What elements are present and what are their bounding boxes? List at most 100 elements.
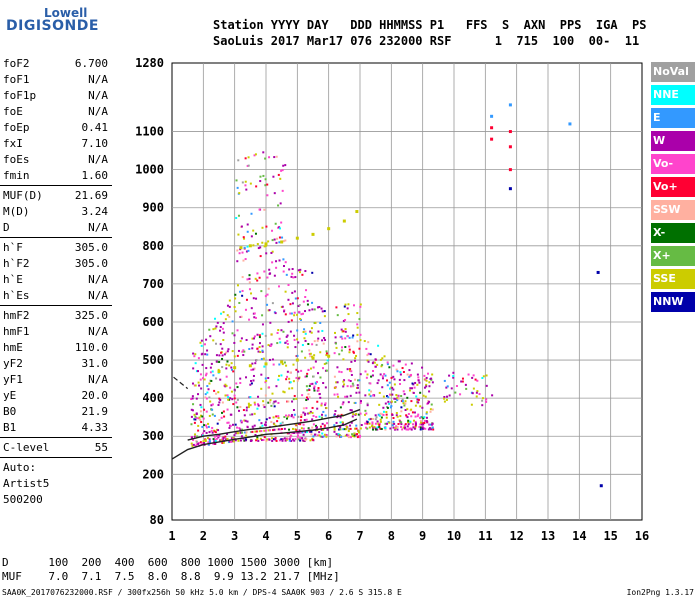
echo-pixel [262,174,265,177]
echo-pixel [338,434,341,437]
echo-pixel [251,425,254,428]
echo-pixel [324,402,327,405]
echo-pixel [264,381,267,384]
echo-pixel [431,373,434,376]
param-row: yF1 N/A [0,372,112,388]
echo-pixel [459,393,462,396]
series-trace-F2 [171,418,358,460]
param-value: N/A [88,289,108,302]
echo-pixel [368,393,371,396]
echo-pixel [208,441,211,444]
echo-pixel [306,398,309,401]
echo-pixel [257,395,260,398]
echo-pixel [348,336,351,339]
echo-pixel [367,352,370,355]
echo-pixel [313,308,316,311]
echo-pixel [342,358,345,361]
echo-pixel [366,422,369,425]
echo-pixel [277,416,280,419]
echo-pixel [423,421,426,424]
echo-pixel [284,341,287,344]
echo-pixel [229,397,232,400]
series-point [490,114,494,118]
echo-pixel [379,418,382,421]
x-tick-label: 1 [168,529,175,543]
echo-pixel [277,428,280,431]
echo-pixel [197,357,200,360]
echo-pixel [359,412,362,415]
echo-pixel [398,419,401,422]
echo-pixel [282,390,285,393]
echo-pixel [261,439,264,442]
echo-pixel [294,276,297,279]
echo-pixel [306,303,309,306]
echo-pixel [404,402,407,405]
y-tick-label: 1000 [135,163,164,177]
echo-pixel [199,410,202,413]
echo-pixel [381,363,384,366]
echo-pixel [372,369,375,372]
echo-pixel [333,331,336,334]
echo-pixel [372,417,375,420]
echo-pixel [215,428,218,431]
echo-pixel [397,423,400,426]
echo-pixel [326,422,329,425]
echo-pixel [208,396,211,399]
echo-pixel [203,408,206,411]
echo-pixel [432,428,435,431]
echo-pixel [226,350,229,353]
echo-pixel [414,381,417,384]
echo-pixel [403,393,406,396]
echo-pixel [359,434,362,437]
echo-pixel [373,361,376,364]
echo-pixel [419,416,422,419]
echo-pixel [305,418,308,421]
echo-pixel [387,396,390,399]
echo-pixel [288,439,291,442]
echo-pixel [258,276,261,279]
echo-pixel [238,427,241,430]
echo-pixel [249,383,252,386]
echo-pixel [365,347,368,350]
echo-pixel [399,371,402,374]
echo-pixel [283,427,286,430]
echo-pixel [293,314,296,317]
echo-pixel [344,318,347,321]
echo-pixel [396,370,399,373]
echo-pixel [237,159,240,162]
echo-pixel [282,258,285,261]
echo-pixel [393,422,396,425]
echo-pixel [394,427,397,430]
echo-pixel [221,347,224,350]
echo-pixel [217,436,220,439]
param-value: 7.10 [81,137,109,150]
echo-pixel [190,398,193,401]
echo-pixel [452,376,455,379]
echo-pixel [404,409,407,412]
echo-pixel [291,427,294,430]
echo-pixel [358,391,361,394]
echo-pixel [366,427,369,430]
echo-pixel [282,265,285,268]
echo-pixel [416,383,419,386]
axes: 1 2 3 4 5 6 7 8 9 10 11 12 13 14 15 1680200300400500600… [135,56,649,543]
echo-pixel [294,297,297,300]
echo-pixel [270,420,273,423]
echo-pixel [224,394,227,397]
echo-pixel [305,289,308,292]
echo-pixel [376,420,379,423]
echo-pixel [420,421,423,424]
echo-pixel [476,390,479,393]
echo-pixel [402,390,405,393]
echo-pixel [204,374,207,377]
echo-pixel [278,227,281,230]
echo-pixel [422,417,425,420]
echo-pixel [372,426,375,429]
echo-pixel [388,366,391,369]
echo-pixel [190,415,193,418]
echo-pixel [217,368,220,371]
echo-pixel [252,368,255,371]
echo-pixel [391,422,394,425]
echo-pixel [215,360,218,363]
y-tick-label: 400 [142,391,164,405]
